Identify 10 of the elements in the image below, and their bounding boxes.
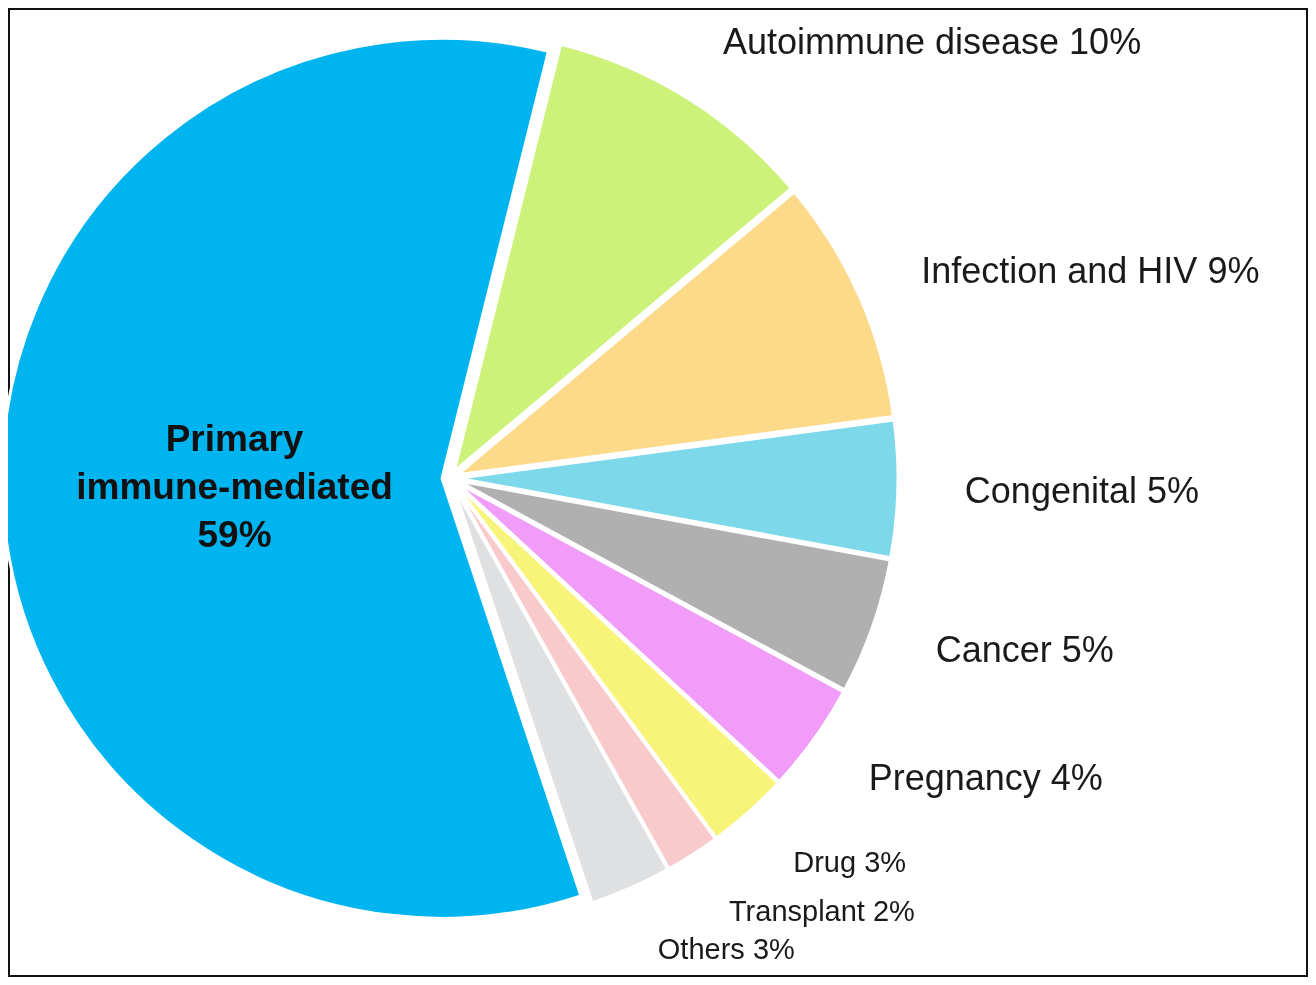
slice-label: Infection and HIV 9% — [921, 249, 1260, 291]
slice-label: Transplant 2% — [728, 894, 915, 927]
slice-label: Drug 3% — [793, 845, 907, 878]
slice-label: Cancer 5% — [935, 628, 1114, 670]
data-label: 59% — [197, 513, 272, 555]
slice-label: Congenital 5% — [964, 470, 1200, 512]
slice-label: Pregnancy 4% — [868, 757, 1103, 799]
slice-label: Primary immune-mediated — [76, 417, 393, 507]
slice-label: Autoimmune disease 10% — [722, 20, 1142, 62]
slice-label: Others 3% — [657, 933, 795, 966]
